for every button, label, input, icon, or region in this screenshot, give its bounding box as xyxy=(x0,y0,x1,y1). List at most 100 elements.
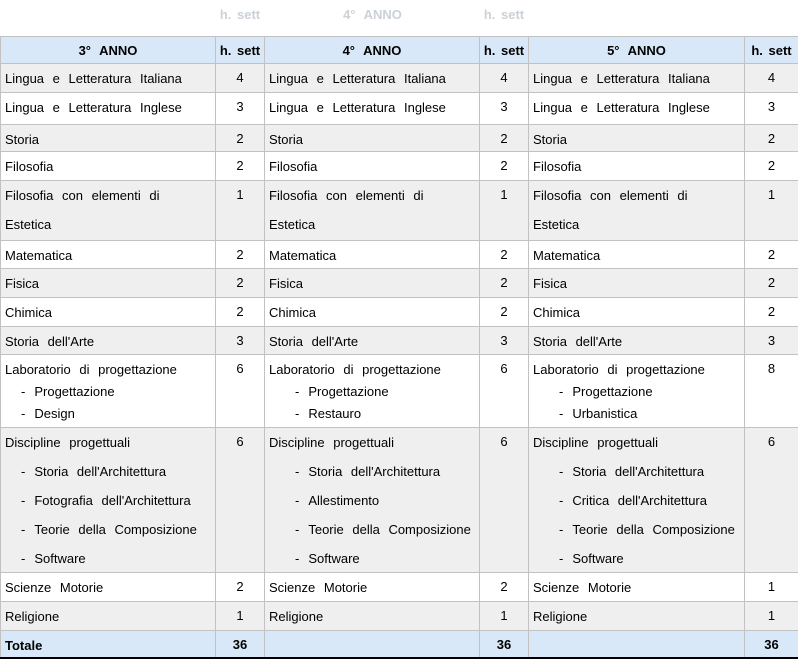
hours-cell: 3 xyxy=(744,326,798,355)
hours-cell: 2 xyxy=(479,297,529,327)
subject-cell: Filosofia xyxy=(0,151,216,181)
subject-name: Chimica xyxy=(5,305,52,320)
subject-cell: Scienze Motorie xyxy=(264,572,480,602)
subject-cell: Discipline progettuali Storia dell'Archi… xyxy=(528,427,745,573)
subject-cell: Lingua e Letteratura Inglese xyxy=(0,92,216,125)
hours-header-y4: h. sett xyxy=(479,36,529,64)
total-empty-cell xyxy=(528,630,745,658)
hours-cell: 8 xyxy=(744,354,798,428)
hours-cell: 3 xyxy=(744,92,798,125)
total-hours-cell: 36 xyxy=(744,630,798,658)
sub-item: Software xyxy=(559,550,741,567)
subject-cell: Storia dell'Arte xyxy=(264,326,480,355)
subject-name: Filosofia xyxy=(533,159,582,174)
subject-cell: Fisica xyxy=(0,268,216,298)
subject-cell: Religione xyxy=(528,601,745,631)
subject-cell: Storia dell'Arte xyxy=(0,326,216,355)
sub-item: Design xyxy=(21,405,212,422)
hours-cell: 3 xyxy=(479,92,529,125)
subject-cell: Lingua e Letteratura Inglese xyxy=(528,92,745,125)
subject-cell: Religione xyxy=(264,601,480,631)
subject-name: Laboratorio di progettazione xyxy=(533,362,705,377)
sub-item: Storia dell'Architettura xyxy=(295,463,476,480)
row-filosofia-estetica: Filosofia con elementi di Estetica 1 Fil… xyxy=(0,180,798,241)
subject-name: Religione xyxy=(269,609,324,624)
subject-name: Fisica xyxy=(269,276,303,291)
bottom-edge-bar xyxy=(0,657,798,659)
row-inglese: Lingua e Letteratura Inglese 3 Lingua e … xyxy=(0,92,798,125)
subject-cell: Scienze Motorie xyxy=(0,572,216,602)
hours-cell: 2 xyxy=(744,240,798,269)
sub-item: Allestimento xyxy=(295,492,476,509)
hours-cell: 2 xyxy=(215,572,265,602)
total-hours-cell: 36 xyxy=(479,630,529,658)
subject-cell: Filosofia xyxy=(264,151,480,181)
hours-cell: 1 xyxy=(215,601,265,631)
hours-cell: 6 xyxy=(215,354,265,428)
sub-item: Software xyxy=(295,550,476,567)
sub-item: Fotografia dell'Architettura xyxy=(21,492,212,509)
subject-name: Laboratorio di progettazione xyxy=(269,362,441,377)
subject-cell: Lingua e Letteratura Italiana xyxy=(0,63,216,93)
year-4-header: 4° ANNO xyxy=(264,36,480,64)
subject-name: Lingua e Letteratura Inglese xyxy=(5,100,182,115)
subject-name: Matematica xyxy=(5,248,73,263)
subject-name: Filosofia con elementi di Estetica xyxy=(533,188,688,232)
sub-item: Teorie della Composizione xyxy=(559,521,741,538)
hours-cell: 2 xyxy=(479,268,529,298)
subject-name: Lingua e Letteratura Italiana xyxy=(269,71,446,86)
hours-cell: 3 xyxy=(479,326,529,355)
hours-cell: 4 xyxy=(744,63,798,93)
subject-cell: Lingua e Letteratura Inglese xyxy=(264,92,480,125)
subject-cell: Storia xyxy=(0,124,216,152)
subject-name: Storia xyxy=(269,132,303,147)
row-scienze-motorie: Scienze Motorie 2 Scienze Motorie 2 Scie… xyxy=(0,572,798,602)
row-filosofia: Filosofia 2 Filosofia 2 Filosofia 2 xyxy=(0,151,798,181)
sub-item: Software xyxy=(21,550,212,567)
subject-name: Scienze Motorie xyxy=(533,580,632,595)
subject-name: Filosofia con elementi di Estetica xyxy=(5,188,160,232)
hours-cell: 1 xyxy=(744,601,798,631)
sub-item: Progettazione xyxy=(21,383,212,400)
subject-name: Discipline progettuali xyxy=(533,435,658,450)
hours-cell: 2 xyxy=(215,240,265,269)
sub-item: Progettazione xyxy=(559,383,741,400)
subject-cell: Laboratorio di progettazione Progettazio… xyxy=(264,354,480,428)
hours-cell: 2 xyxy=(744,268,798,298)
total-empty-cell xyxy=(264,630,480,658)
sub-item: Storia dell'Architettura xyxy=(559,463,741,480)
ghost-hours-header-2: h. sett xyxy=(483,7,525,22)
sub-item: Critica dell'Architettura xyxy=(559,492,741,509)
subject-name: Matematica xyxy=(533,248,601,263)
total-label: Totale xyxy=(5,638,43,653)
subject-name: Storia dell'Arte xyxy=(5,334,95,349)
hours-cell: 2 xyxy=(215,151,265,181)
hours-cell: 3 xyxy=(215,92,265,125)
subject-cell: Filosofia con elementi di Estetica xyxy=(0,180,216,241)
subject-name: Lingua e Letteratura Italiana xyxy=(5,71,182,86)
subject-cell: Filosofia con elementi di Estetica xyxy=(528,180,745,241)
row-discipline: Discipline progettuali Storia dell'Archi… xyxy=(0,427,798,573)
subject-cell: Filosofia con elementi di Estetica xyxy=(264,180,480,241)
sub-item: Teorie della Composizione xyxy=(21,521,212,538)
subject-name: Storia dell'Arte xyxy=(533,334,623,349)
subject-name: Storia xyxy=(533,132,567,147)
hours-cell: 2 xyxy=(215,297,265,327)
row-storia-arte: Storia dell'Arte 3 Storia dell'Arte 3 St… xyxy=(0,326,798,355)
hours-cell: 2 xyxy=(215,268,265,298)
row-italiano: Lingua e Letteratura Italiana 4 Lingua e… xyxy=(0,63,798,93)
subject-cell: Chimica xyxy=(0,297,216,327)
hours-cell: 6 xyxy=(479,354,529,428)
subject-cell: Fisica xyxy=(264,268,480,298)
subject-name: Storia xyxy=(5,132,39,147)
row-matematica: Matematica 2 Matematica 2 Matematica 2 xyxy=(0,240,798,269)
hours-cell: 2 xyxy=(215,124,265,152)
subject-cell: Chimica xyxy=(528,297,745,327)
row-storia: Storia 2 Storia 2 Storia 2 xyxy=(0,124,798,152)
hours-cell: 4 xyxy=(479,63,529,93)
hours-cell: 1 xyxy=(479,601,529,631)
hours-cell: 2 xyxy=(744,297,798,327)
subject-cell: Religione xyxy=(0,601,216,631)
subject-cell: Matematica xyxy=(0,240,216,269)
